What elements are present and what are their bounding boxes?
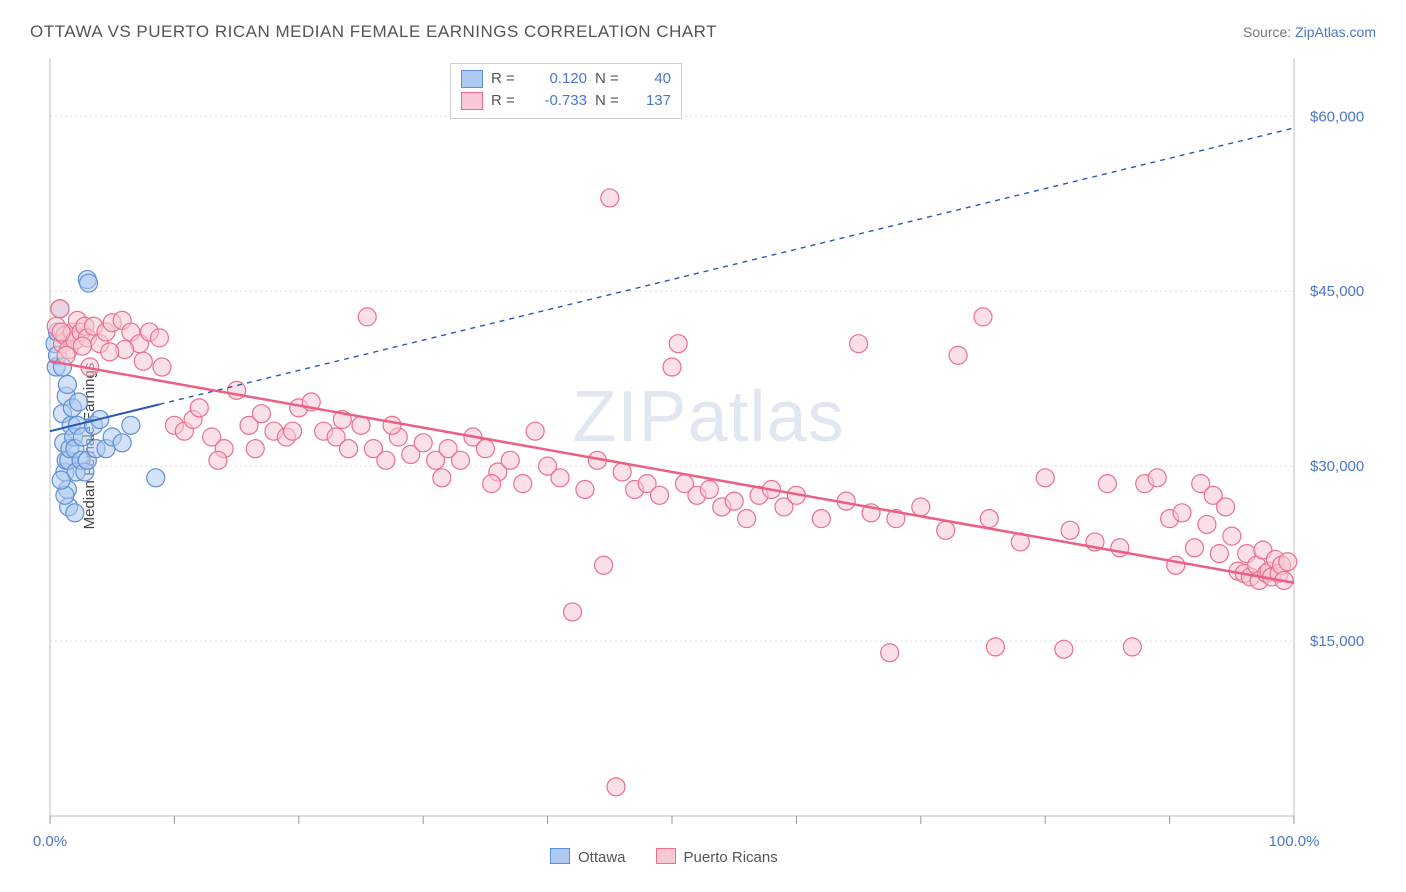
svg-text:100.0%: 100.0% [1269, 833, 1320, 850]
data-point [912, 498, 930, 516]
data-point [725, 492, 743, 510]
data-point [1185, 539, 1203, 557]
data-point [122, 416, 140, 434]
data-point [1055, 640, 1073, 658]
data-point [563, 603, 581, 621]
data-point [980, 510, 998, 528]
svg-text:$45,000: $45,000 [1310, 283, 1364, 300]
data-point [52, 323, 70, 341]
data-point [881, 644, 899, 662]
legend-swatch [461, 70, 483, 88]
data-point [57, 346, 75, 364]
data-point [738, 510, 756, 528]
data-point [1217, 498, 1235, 516]
legend-r-value: 0.120 [527, 68, 587, 90]
data-point [1173, 504, 1191, 522]
data-point [340, 440, 358, 458]
data-point [1279, 553, 1297, 571]
data-point [974, 308, 992, 326]
legend-n-value: 137 [631, 90, 671, 112]
legend-stat-label: N = [595, 68, 623, 90]
data-point [663, 358, 681, 376]
data-point [433, 469, 451, 487]
legend-stat-label: R = [491, 90, 519, 112]
legend-row: R = 0.120 N = 40 [461, 68, 671, 90]
data-point [937, 521, 955, 539]
data-point [414, 434, 432, 452]
data-point [209, 451, 227, 469]
data-point [1167, 556, 1185, 574]
data-point [147, 469, 165, 487]
data-point [1061, 521, 1079, 539]
trend-line-extrapolated [159, 128, 1294, 404]
data-point [1223, 527, 1241, 545]
legend-stat-label: R = [491, 68, 519, 90]
data-point [1198, 515, 1216, 533]
data-point [476, 440, 494, 458]
correlation-legend: R = 0.120 N = 40 R = -0.733 N = 137 [450, 63, 682, 119]
data-point [669, 335, 687, 353]
svg-text:$30,000: $30,000 [1310, 458, 1364, 475]
data-point [1210, 545, 1228, 563]
svg-text:$15,000: $15,000 [1310, 633, 1364, 650]
data-point [80, 274, 98, 292]
data-point [551, 469, 569, 487]
data-point [812, 510, 830, 528]
data-point [70, 393, 88, 411]
data-point [66, 504, 84, 522]
data-point [284, 422, 302, 440]
data-point [601, 189, 619, 207]
legend-n-value: 40 [631, 68, 671, 90]
data-point [986, 638, 1004, 656]
legend-item: Puerto Ricans [656, 848, 778, 866]
data-point [1123, 638, 1141, 656]
data-point [595, 556, 613, 574]
trend-line [50, 361, 1294, 583]
data-point [153, 358, 171, 376]
data-point [383, 416, 401, 434]
data-point [700, 480, 718, 498]
svg-text:$60,000: $60,000 [1310, 108, 1364, 125]
correlation-chart: $15,000 $30,000 $45,000 $60,000 0.0% 100.0% [0, 0, 1406, 892]
data-point [501, 451, 519, 469]
legend-row: R = -0.733 N = 137 [461, 90, 671, 112]
legend-label: Ottawa [578, 849, 626, 866]
data-point [1148, 469, 1166, 487]
legend-swatch [550, 848, 570, 864]
data-point [352, 416, 370, 434]
data-point [52, 471, 70, 489]
data-point [651, 486, 669, 504]
data-point [949, 346, 967, 364]
data-point [113, 434, 131, 452]
data-point [190, 399, 208, 417]
data-point [101, 343, 119, 361]
data-point [51, 300, 69, 318]
series-legend: Ottawa Puerto Ricans [550, 848, 778, 866]
data-point [514, 475, 532, 493]
data-point [576, 480, 594, 498]
data-point [377, 451, 395, 469]
data-point [850, 335, 868, 353]
data-point [73, 337, 91, 355]
data-point [613, 463, 631, 481]
data-point [358, 308, 376, 326]
data-point [607, 778, 625, 796]
data-point [1036, 469, 1054, 487]
svg-text:0.0%: 0.0% [33, 833, 67, 850]
legend-label: Puerto Ricans [684, 849, 778, 866]
legend-swatch [656, 848, 676, 864]
data-point [1098, 475, 1116, 493]
data-point [452, 451, 470, 469]
data-point [134, 352, 152, 370]
legend-stat-label: N = [595, 90, 623, 112]
data-point [526, 422, 544, 440]
data-point [246, 440, 264, 458]
data-point [252, 405, 270, 423]
legend-item: Ottawa [550, 848, 626, 866]
legend-r-value: -0.733 [527, 90, 587, 112]
data-point [58, 376, 76, 394]
data-point [483, 475, 501, 493]
data-point [150, 329, 168, 347]
legend-swatch [461, 92, 483, 110]
